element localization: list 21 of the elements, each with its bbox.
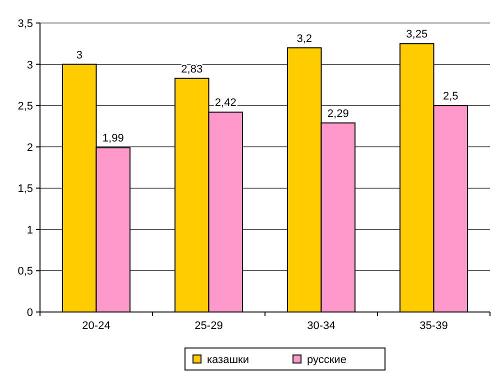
data-label: 1,99	[102, 132, 124, 145]
y-tick-label: 2	[26, 142, 33, 154]
y-tick-label: 0	[26, 307, 33, 319]
data-label: 2,29	[327, 108, 349, 120]
y-tick-label: 0,5	[18, 266, 33, 278]
x-tick-label: 30-34	[307, 320, 336, 332]
y-tick-label: 2,5	[18, 100, 33, 113]
x-tick-label: 20-24	[82, 320, 110, 332]
y-tick-label: 1	[26, 224, 33, 236]
data-label: 3	[76, 49, 82, 62]
data-label: 2,83	[181, 63, 203, 76]
y-tick-label: 3	[26, 59, 33, 72]
x-tick-label: 25-29	[194, 320, 223, 332]
data-label: 3,2	[296, 32, 312, 45]
data-label: 3,25	[406, 28, 428, 41]
legend-label: русские	[307, 354, 346, 366]
y-tick-label: 3,5	[18, 18, 33, 30]
x-tick-label: 35-39	[420, 320, 448, 332]
legend-label: казашки	[207, 354, 249, 366]
data-label: 2,5	[442, 90, 458, 103]
y-tick-label: 1,5	[18, 183, 33, 196]
